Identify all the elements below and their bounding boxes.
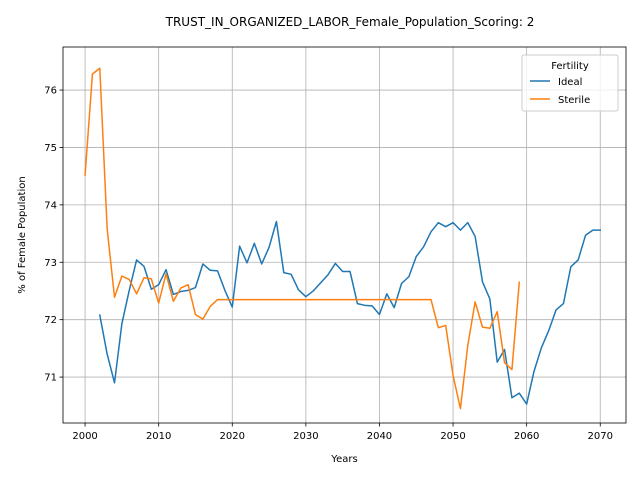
y-tick-label-72: 72	[44, 315, 57, 326]
x-tick-label-2060: 2060	[514, 431, 539, 442]
y-tick-label-74: 74	[44, 200, 57, 211]
x-tick-label-2040: 2040	[367, 431, 392, 442]
series-lines	[84, 67, 601, 410]
legend: Fertility Ideal Sterile	[521, 54, 619, 112]
y-tick-label-76: 76	[44, 86, 57, 97]
y-tick-label-75: 75	[44, 143, 57, 154]
axis-ticks: 2000 2010 2020 2030 2040 2050 2060 2070 71 72 73 74…	[44, 86, 613, 442]
series-line-ideal	[98, 220, 601, 405]
x-tick-label-2070: 2070	[588, 431, 613, 442]
legend-frame	[521, 54, 619, 112]
x-tick-label-2050: 2050	[440, 431, 465, 442]
chart-title: TRUST_IN_ORGANIZED_LABOR_Female_Populati…	[165, 15, 535, 29]
y-axis-label: % of Female Population	[17, 176, 28, 293]
legend-label-ideal: Ideal	[558, 77, 582, 88]
x-tick-label-2020: 2020	[220, 431, 245, 442]
series-line-sterile	[84, 67, 521, 410]
x-axis-label: Years	[330, 454, 357, 465]
plot-area-frame	[62, 46, 627, 424]
legend-label-sterile: Sterile	[558, 95, 590, 106]
y-tick-label-71: 71	[44, 373, 57, 384]
x-tick-label-2000: 2000	[72, 431, 97, 442]
legend-title: Fertility	[551, 61, 589, 72]
y-tick-label-73: 73	[44, 258, 57, 269]
x-tick-label-2030: 2030	[293, 431, 318, 442]
x-tick-label-2010: 2010	[146, 431, 171, 442]
